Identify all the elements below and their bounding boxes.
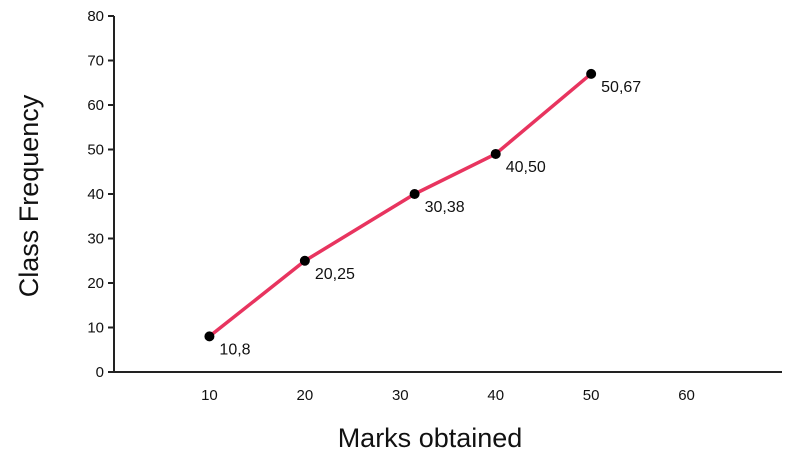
y-tick-label: 0 <box>96 364 104 381</box>
y-tick-label: 80 <box>87 8 104 25</box>
y-tick-label: 30 <box>87 231 104 248</box>
x-axis-ticks: 10 20 30 40 50 60 <box>201 387 695 404</box>
data-point-label: 50,67 <box>601 79 641 96</box>
series-line <box>207 72 593 339</box>
data-point-label: 10,8 <box>219 341 250 358</box>
y-tick-label: 60 <box>87 97 104 114</box>
data-point-label: 40,50 <box>506 159 546 176</box>
x-tick-label: 20 <box>297 387 314 404</box>
data-point-label: 30,38 <box>425 199 465 216</box>
data-point <box>409 189 420 199</box>
y-tick-label: 20 <box>87 275 104 292</box>
y-axis-title: Class Frequency <box>14 94 44 297</box>
data-point-label: 20,25 <box>315 266 355 283</box>
data-point <box>490 148 501 159</box>
y-axis-ticks: 0 10 20 30 40 50 60 70 80 <box>87 8 114 381</box>
y-tick-label: 70 <box>87 53 104 70</box>
x-tick-label: 10 <box>201 387 218 404</box>
data-point <box>204 331 215 342</box>
x-tick-label: 40 <box>487 387 504 404</box>
data-point-labels: 10,8 20,25 30,38 40,50 50,67 <box>219 79 641 359</box>
x-tick-label: 30 <box>392 387 409 404</box>
data-points <box>204 68 597 342</box>
data-point <box>586 68 597 79</box>
y-tick-label: 40 <box>87 186 104 203</box>
x-axis-title: Marks obtained <box>338 423 523 451</box>
y-tick-label: 10 <box>87 320 104 337</box>
data-point <box>299 255 310 266</box>
x-tick-label: 50 <box>583 387 600 404</box>
y-tick-label: 50 <box>87 142 104 159</box>
x-tick-label: 60 <box>678 387 695 404</box>
